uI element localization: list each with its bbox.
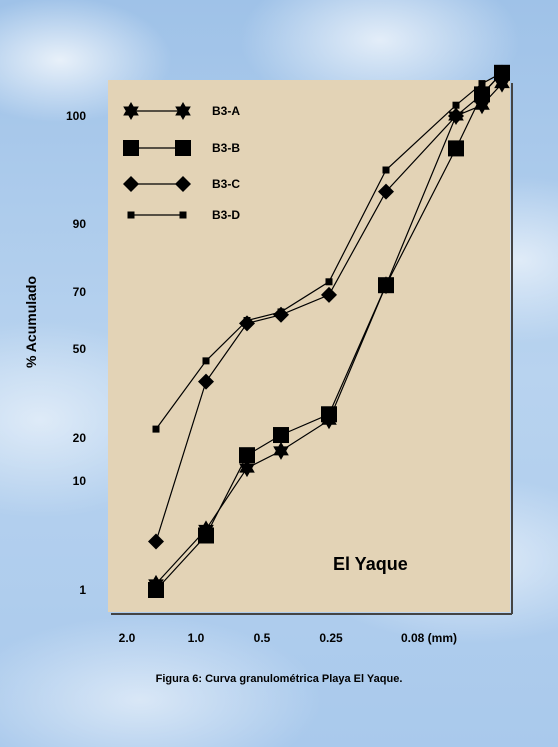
- data-point-b3-c: [474, 86, 490, 103]
- x-tick-label: 0.08 (mm): [401, 631, 457, 645]
- x-tick-label: 0.25: [319, 631, 343, 645]
- data-point-b3-b: [198, 527, 214, 544]
- y-tick-label: 20: [73, 431, 87, 445]
- plot-area: [108, 80, 510, 612]
- data-point-b3-b: [321, 406, 337, 423]
- data-point-b3-c: [198, 373, 214, 390]
- chart-annotation: El Yaque: [333, 554, 408, 574]
- legend-marker-b3-d: [179, 211, 187, 219]
- data-point-b3-d: [452, 101, 460, 109]
- legend-label-b3-a: B3-A: [212, 104, 240, 118]
- y-tick-label: 1: [79, 583, 86, 597]
- series-layer: [148, 64, 510, 598]
- y-tick-label: 90: [73, 217, 87, 231]
- data-point-b3-d: [243, 317, 251, 324]
- data-point-b3-c: [148, 533, 164, 550]
- y-tick-label: 10: [73, 474, 87, 488]
- legend-marker-b3-d: [127, 211, 135, 219]
- data-point-b3-c: [448, 108, 464, 124]
- legend-label-b3-c: B3-C: [212, 177, 240, 191]
- data-point-b3-b: [239, 447, 255, 464]
- legend-label-b3-d: B3-D: [212, 208, 240, 222]
- data-point-b3-d: [382, 166, 390, 174]
- data-point-b3-b: [378, 277, 394, 294]
- legend-marker-b3-a: [123, 102, 139, 120]
- data-point-b3-a: [273, 441, 289, 460]
- data-point-b3-b: [448, 140, 464, 157]
- y-tick-label: 50: [73, 342, 87, 356]
- data-point-b3-d: [325, 278, 333, 286]
- legend-label-b3-b: B3-B: [212, 141, 240, 155]
- x-tick-labels: 2.0 1.0 0.5 0.25 0.08 (mm): [119, 631, 457, 645]
- data-point-b3-d: [152, 425, 160, 433]
- legend: B3-A B3-B B3-C B3-D: [123, 102, 240, 222]
- legend-marker-b3-c: [175, 176, 191, 192]
- y-tick-label: 70: [73, 285, 87, 299]
- figure-caption: Figura 6: Curva granulométrica Playa El …: [155, 673, 403, 685]
- x-tick-label: 1.0: [188, 631, 205, 645]
- data-point-b3-d: [478, 80, 486, 88]
- x-tick-label: 0.5: [254, 631, 271, 645]
- data-point-b3-d: [277, 308, 285, 316]
- data-point-b3-d: [498, 69, 506, 77]
- legend-marker-b3-c: [123, 176, 139, 192]
- y-tick-labels: 1 10 20 50 70 90 100: [66, 109, 86, 597]
- data-point-b3-d: [202, 357, 210, 365]
- y-axis-label: % Acumulado: [23, 276, 39, 368]
- y-tick-label: 100: [66, 109, 86, 123]
- legend-marker-b3-b: [175, 140, 191, 156]
- data-point-b3-b: [148, 582, 164, 598]
- legend-marker-b3-a: [175, 102, 191, 120]
- legend-marker-b3-b: [123, 140, 139, 156]
- data-point-b3-b: [273, 427, 289, 444]
- data-point-b3-c: [321, 286, 337, 303]
- x-tick-label: 2.0: [119, 631, 136, 645]
- data-point-b3-c: [378, 183, 394, 200]
